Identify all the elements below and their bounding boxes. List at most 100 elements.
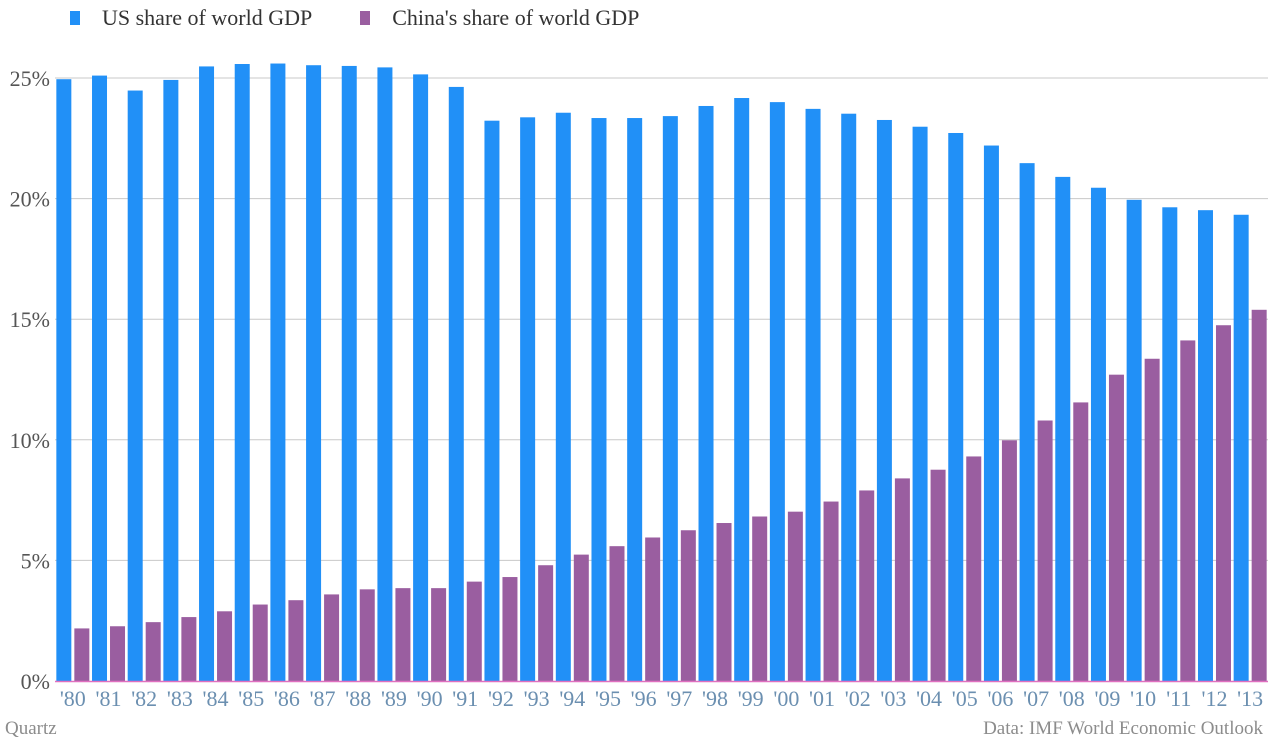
- bar-us-98: [698, 105, 714, 682]
- bar-us-89: [377, 67, 393, 681]
- bar-china-05: [966, 456, 982, 681]
- x-tick-label: '07: [1023, 686, 1049, 711]
- y-axis-ticks: 0% 5% 10% 15% 20% 25%: [10, 66, 50, 694]
- x-tick-label: '82: [131, 686, 157, 711]
- bar-us-92: [484, 120, 500, 682]
- x-tick-label: '81: [96, 686, 122, 711]
- x-tick-label: '13: [1237, 686, 1263, 711]
- bar-us-03: [876, 119, 892, 681]
- bar-china-92: [502, 577, 518, 681]
- y-tick-label: 10%: [10, 428, 50, 453]
- bar-china-91: [466, 581, 482, 681]
- y-tick-label: 0%: [21, 669, 50, 694]
- bar-us-94: [555, 112, 571, 682]
- bar-china-99: [752, 516, 768, 681]
- x-axis-ticks: '80 '81 '82 '83 '84 '85 '86 '87 '88 '89 '90 '91 '92 '…: [60, 686, 1263, 711]
- x-tick-label: '05: [952, 686, 978, 711]
- bar-china-87: [324, 594, 340, 681]
- x-tick-label: '10: [1130, 686, 1156, 711]
- bar-us-07: [1019, 163, 1035, 681]
- bar-us-90: [413, 74, 429, 681]
- bar-china-94: [573, 554, 589, 681]
- bar-china-90: [431, 588, 447, 681]
- bar-us-86: [270, 63, 286, 681]
- bar-china-02: [859, 490, 875, 681]
- bar-china-98: [716, 523, 732, 681]
- x-tick-label: '83: [167, 686, 193, 711]
- bar-china-13: [1251, 309, 1267, 681]
- x-tick-label: '01: [809, 686, 835, 711]
- bar-us-93: [520, 117, 536, 681]
- bar-china-09: [1108, 374, 1124, 681]
- x-tick-label: '12: [1202, 686, 1228, 711]
- bar-us-83: [163, 79, 179, 681]
- bar-china-04: [930, 469, 946, 681]
- bar-us-05: [948, 132, 964, 682]
- x-tick-label: '90: [417, 686, 443, 711]
- x-tick-label: '89: [381, 686, 407, 711]
- bar-us-80: [56, 79, 72, 682]
- bar-china-03: [894, 478, 910, 681]
- bar-us-02: [841, 113, 857, 681]
- bar-us-87: [306, 65, 322, 681]
- bar-china-11: [1180, 340, 1196, 681]
- bar-us-82: [127, 90, 143, 681]
- x-tick-label: '88: [345, 686, 371, 711]
- bar-us-81: [92, 75, 108, 681]
- bar-china-06: [1001, 440, 1017, 681]
- bar-us-95: [591, 118, 607, 682]
- bar-china-01: [823, 501, 839, 681]
- x-tick-label: '00: [773, 686, 799, 711]
- x-tick-label: '96: [631, 686, 657, 711]
- bar-china-81: [110, 626, 126, 681]
- bar-us-10: [1126, 199, 1142, 681]
- bar-china-84: [217, 611, 233, 681]
- bar-us-97: [662, 116, 678, 681]
- x-tick-label: '94: [559, 686, 585, 711]
- legend-item-china: China's share of world GDP: [360, 5, 639, 31]
- y-tick-label: 25%: [10, 66, 50, 91]
- bar-china-12: [1215, 325, 1231, 681]
- credit-quartz: Quartz: [5, 718, 57, 739]
- bar-us-99: [734, 98, 750, 682]
- x-tick-label: '92: [488, 686, 514, 711]
- x-tick-label: '84: [203, 686, 229, 711]
- x-tick-label: '98: [702, 686, 728, 711]
- bar-china-95: [609, 546, 625, 681]
- x-tick-label: '06: [987, 686, 1013, 711]
- bars: [55, 63, 1268, 683]
- x-tick-label: '85: [238, 686, 264, 711]
- bar-china-10: [1144, 358, 1160, 681]
- bar-us-00: [769, 102, 785, 682]
- bar-us-08: [1055, 176, 1071, 681]
- bar-china-83: [181, 617, 197, 681]
- x-tick-label: '04: [916, 686, 942, 711]
- bar-us-85: [234, 64, 250, 682]
- bar-china-08: [1073, 402, 1089, 681]
- legend-swatch-china: [360, 11, 371, 25]
- bar-us-96: [627, 118, 643, 682]
- bar-us-88: [341, 65, 357, 681]
- bar-china-00: [787, 511, 803, 681]
- bar-china-93: [538, 565, 554, 681]
- bar-china-85: [252, 604, 268, 681]
- x-tick-label: '91: [452, 686, 478, 711]
- y-tick-label: 5%: [21, 548, 50, 573]
- x-tick-label: '09: [1094, 686, 1120, 711]
- bar-us-06: [983, 145, 999, 681]
- x-tick-label: '86: [274, 686, 300, 711]
- x-tick-label: '95: [595, 686, 621, 711]
- bar-us-12: [1197, 210, 1213, 681]
- x-tick-label: '08: [1059, 686, 1085, 711]
- x-tick-label: '02: [845, 686, 871, 711]
- legend-label-us: US share of world GDP: [102, 5, 313, 30]
- legend: US share of world GDP China's share of w…: [70, 5, 687, 31]
- bar-us-13: [1233, 214, 1249, 681]
- bar-china-82: [145, 622, 161, 681]
- legend-label-china: China's share of world GDP: [392, 5, 640, 30]
- bar-china-89: [395, 588, 411, 681]
- legend-swatch-us: [70, 11, 80, 25]
- x-tick-label: '87: [310, 686, 336, 711]
- bar-us-01: [805, 108, 821, 681]
